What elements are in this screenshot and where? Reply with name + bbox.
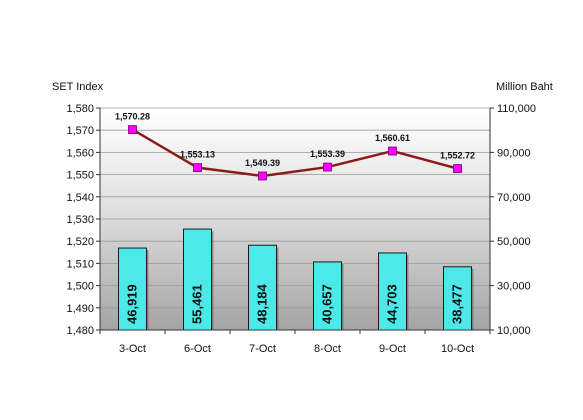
line-marker (128, 125, 137, 134)
line-marker (193, 163, 202, 173)
x-tick-label: 7-Oct (249, 343, 276, 355)
left-tick-label: 1,570 (66, 125, 94, 137)
line-value-label: 1,560.61 (375, 133, 410, 143)
bar-value-label: 48,184 (255, 283, 270, 324)
line-value-label: 1,549.39 (245, 158, 280, 168)
left-tick-label: 1,530 (66, 214, 94, 226)
left-tick-label: 1,500 (66, 281, 94, 293)
right-tick-label: 10,000 (497, 325, 531, 337)
set-index-line (131, 128, 458, 178)
volume-bar (443, 266, 472, 331)
right-tick-label: 90,000 (497, 147, 531, 159)
right-tick-label: 110,000 (497, 103, 536, 115)
left-axis-title: SET Index (52, 81, 104, 93)
volume-bar (248, 244, 277, 331)
line-value-label: 1,570.28 (115, 112, 150, 122)
volume-bar (313, 261, 342, 331)
x-tick-label: 8-Oct (314, 343, 341, 355)
line-marker (388, 146, 397, 156)
bar-value-label: 46,919 (125, 284, 140, 324)
left-tick-label: 1,490 (66, 303, 94, 315)
line-value-label: 1,553.13 (180, 150, 215, 160)
volume-bar (118, 247, 147, 331)
left-tick-label: 1,480 (66, 325, 94, 337)
left-tick-label: 1,560 (66, 147, 94, 159)
x-tick-label: 3-Oct (119, 343, 146, 355)
right-tick-label: 30,000 (497, 281, 531, 293)
line-marker (258, 171, 267, 181)
volume-bar (183, 228, 212, 331)
left-tick-label: 1,580 (66, 103, 94, 115)
x-tick-label: 6-Oct (184, 343, 211, 355)
line-marker (453, 164, 462, 173)
line-value-label: 1,552.72 (440, 151, 475, 161)
bar-value-label: 44,703 (385, 284, 400, 324)
bar-value-label: 38,477 (450, 284, 465, 324)
right-tick-label: 70,000 (497, 192, 531, 204)
x-tick-label: 9-Oct (379, 343, 406, 355)
line-marker (323, 162, 332, 172)
left-tick-label: 1,510 (66, 258, 94, 270)
line-value-label: 1,553.39 (310, 149, 345, 159)
right-axis-title: Million Baht (496, 81, 553, 93)
right-tick-label: 50,000 (497, 236, 531, 248)
bar-value-label: 55,461 (190, 284, 205, 324)
bar-value-label: 40,657 (320, 284, 335, 324)
left-tick-label: 1,520 (66, 236, 94, 248)
left-tick-label: 1,550 (66, 170, 94, 182)
x-tick-label: 10-Oct (441, 343, 474, 355)
left-tick-label: 1,540 (66, 192, 94, 204)
